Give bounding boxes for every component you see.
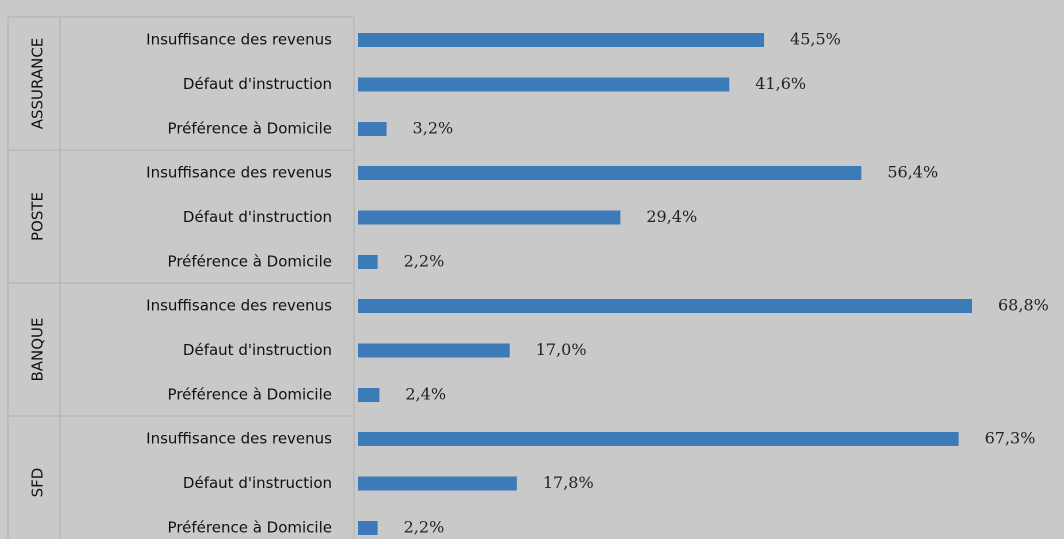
data-label: 2,2% bbox=[404, 252, 445, 271]
data-label: 17,0% bbox=[536, 340, 587, 359]
bar bbox=[358, 299, 972, 313]
data-label: 68,8% bbox=[998, 296, 1049, 315]
category-label: Défaut d'instruction bbox=[183, 341, 332, 359]
data-label: 29,4% bbox=[646, 207, 697, 226]
category-label: Insuffisance des revenus bbox=[146, 297, 332, 315]
bar bbox=[358, 343, 510, 358]
data-label: 45,5% bbox=[790, 30, 841, 49]
data-label: 41,6% bbox=[755, 74, 806, 93]
category-label: Insuffisance des revenus bbox=[146, 430, 332, 448]
bar bbox=[358, 476, 517, 491]
category-label: Préférence à Domicile bbox=[168, 120, 332, 138]
data-label: 67,3% bbox=[985, 429, 1036, 448]
bar bbox=[358, 210, 621, 225]
bar bbox=[358, 166, 862, 180]
data-label: 3,2% bbox=[413, 119, 454, 138]
bar bbox=[358, 255, 378, 269]
group-label-assurance: ASSURANCE bbox=[29, 38, 47, 130]
data-label: 2,2% bbox=[404, 518, 445, 537]
data-label: 56,4% bbox=[887, 163, 938, 182]
data-label: 2,4% bbox=[405, 385, 446, 404]
category-label: Insuffisance des revenus bbox=[146, 164, 332, 182]
group-label-banque: BANQUE bbox=[29, 317, 47, 381]
category-label: Préférence à Domicile bbox=[168, 519, 332, 537]
bar bbox=[358, 122, 387, 136]
category-label: Insuffisance des revenus bbox=[146, 31, 332, 49]
bar bbox=[358, 33, 765, 47]
category-label: Préférence à Domicile bbox=[168, 386, 332, 404]
group-label-sfd: SFD bbox=[29, 468, 47, 498]
category-label: Préférence à Domicile bbox=[168, 253, 332, 271]
category-label: Défaut d'instruction bbox=[183, 75, 332, 93]
group-label-poste: POSTE bbox=[29, 192, 47, 241]
category-label: Défaut d'instruction bbox=[183, 474, 332, 492]
data-label: 17,8% bbox=[543, 473, 594, 492]
category-label: Défaut d'instruction bbox=[183, 208, 332, 226]
bar bbox=[358, 77, 730, 92]
bar bbox=[358, 521, 378, 535]
bar bbox=[358, 432, 959, 446]
bar bbox=[358, 388, 380, 402]
